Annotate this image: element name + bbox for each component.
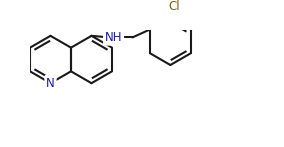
Text: Cl: Cl	[168, 0, 180, 13]
Text: N: N	[46, 77, 55, 90]
Text: NH: NH	[105, 31, 122, 44]
